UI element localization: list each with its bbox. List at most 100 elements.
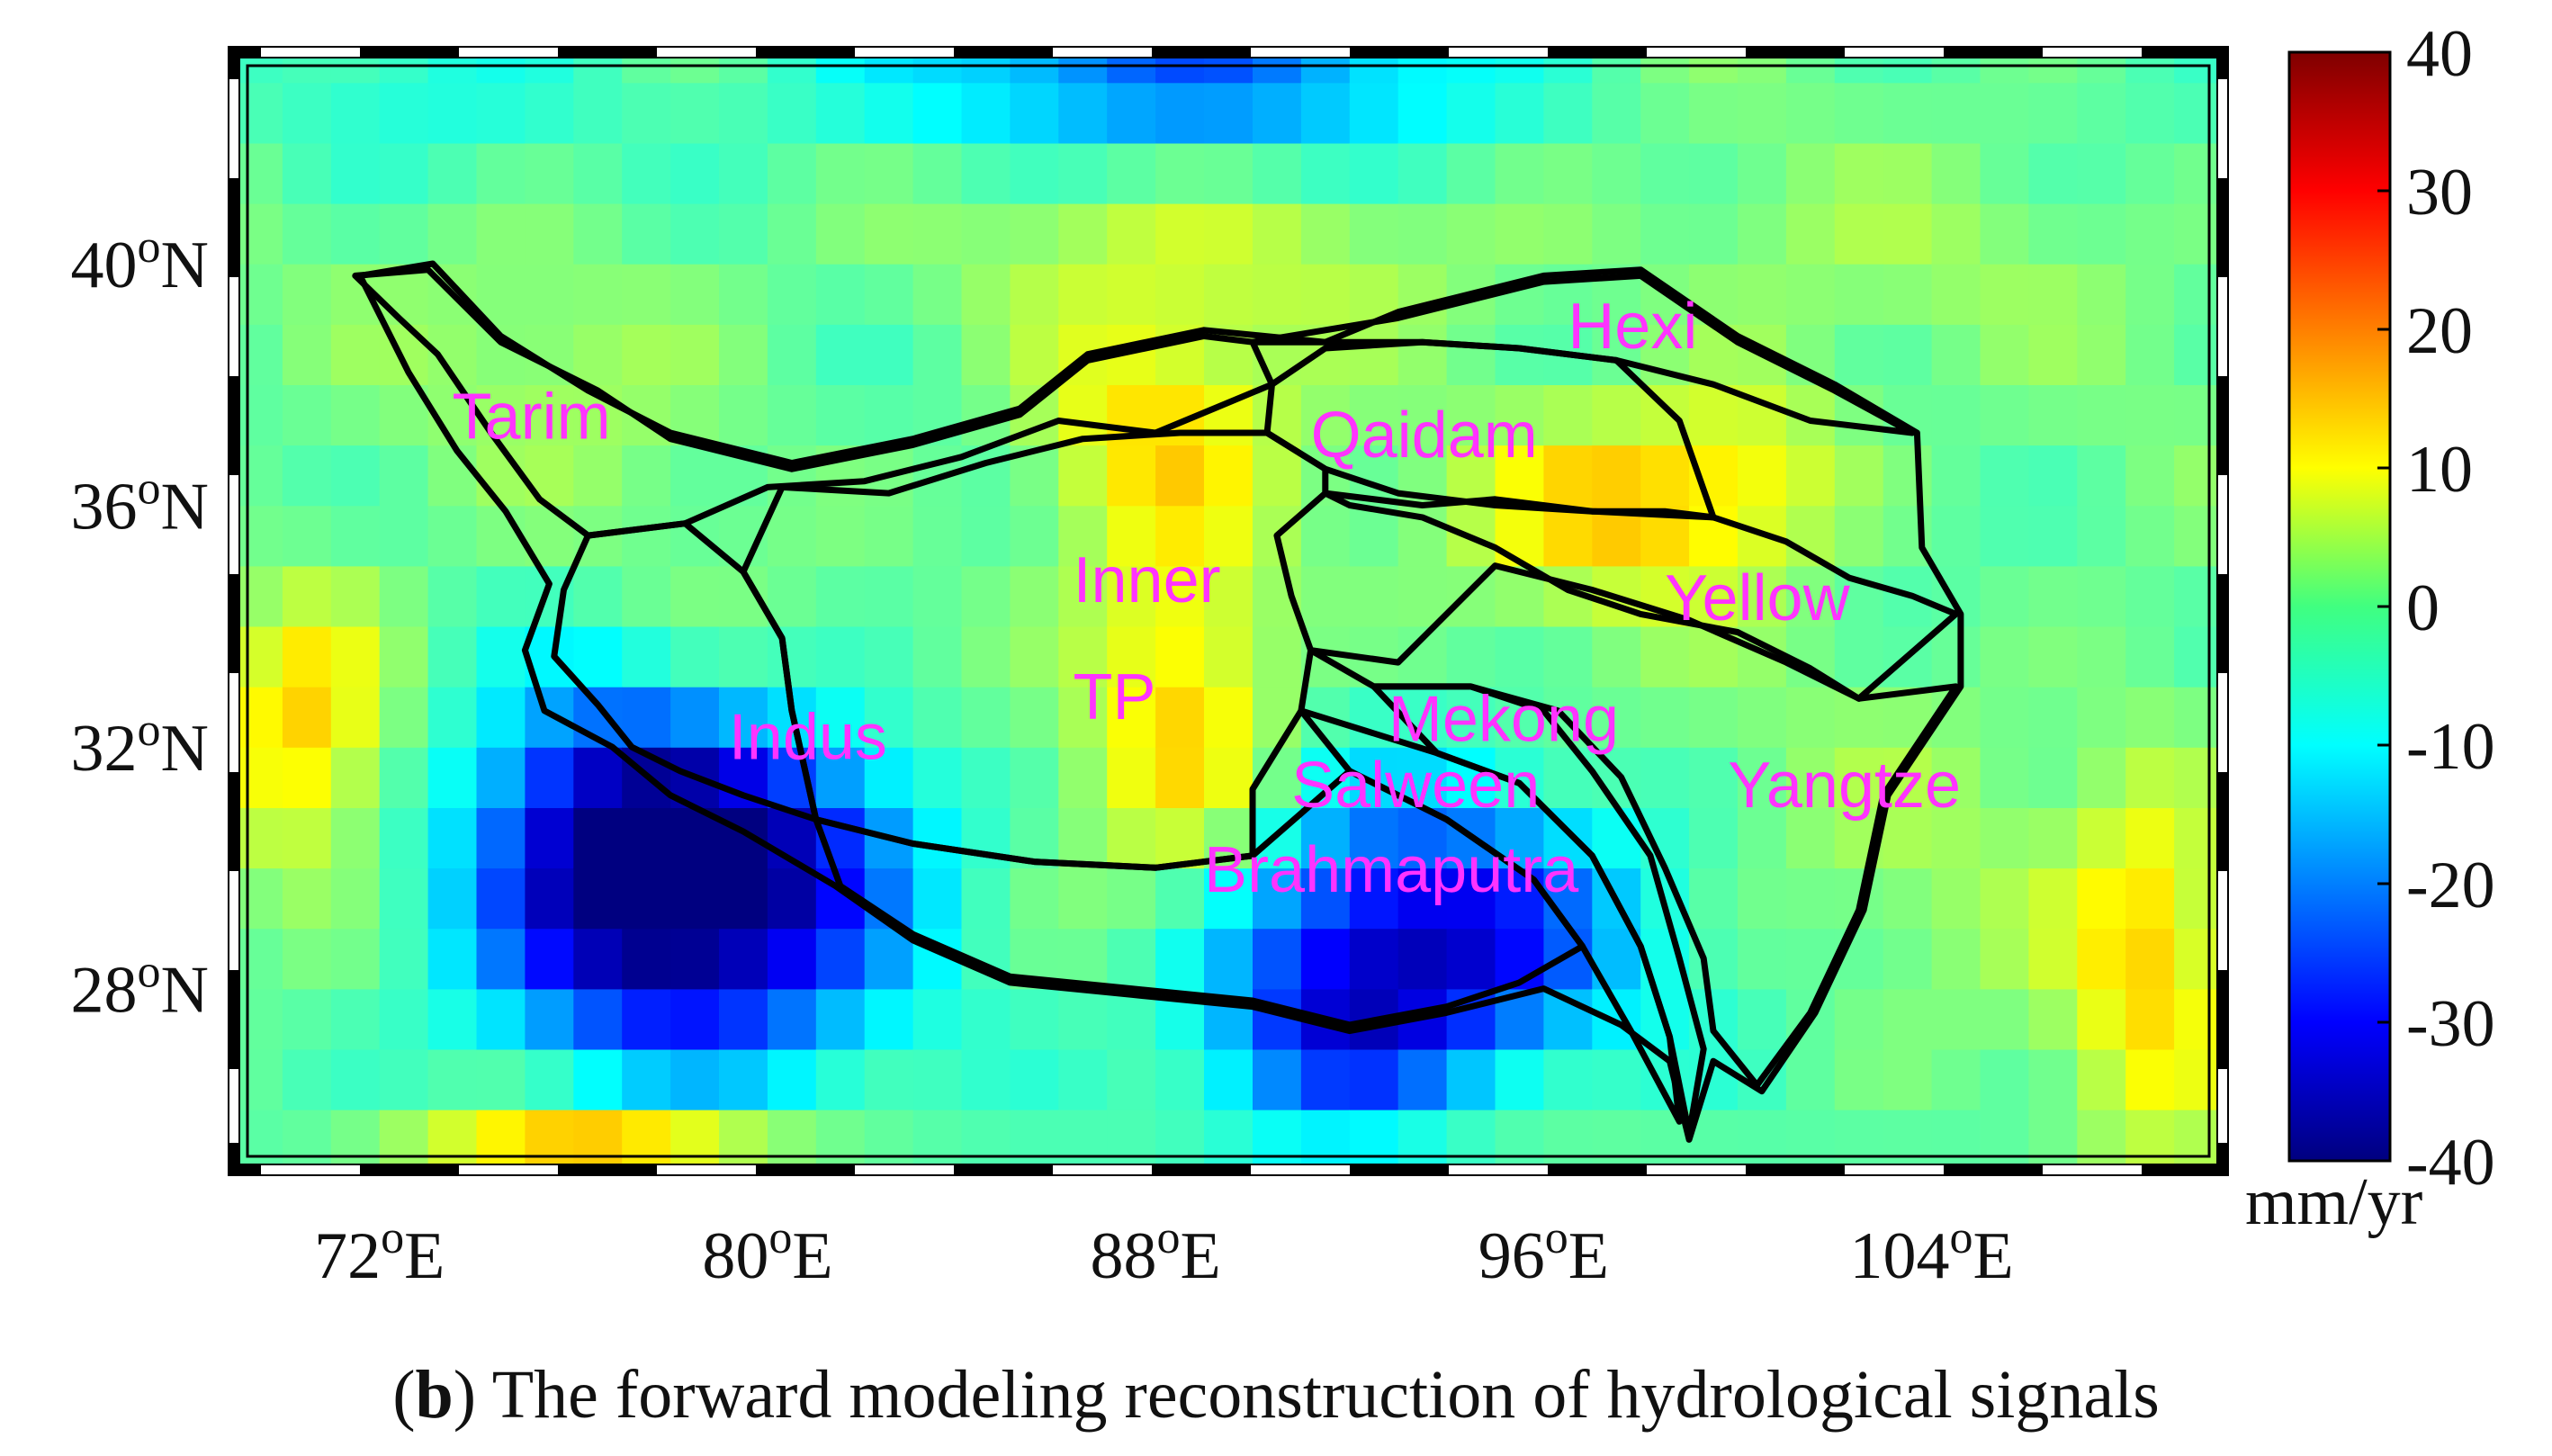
grid-cell — [2174, 988, 2223, 1050]
grid-cell — [573, 202, 623, 265]
grid-cell — [1204, 1109, 1254, 1170]
grid-cell — [622, 445, 671, 507]
grid-cell — [1253, 625, 1302, 688]
grid-cell — [1592, 445, 1641, 507]
grid-cell — [622, 324, 671, 385]
grid-cell — [622, 807, 671, 869]
grid-cell — [282, 505, 332, 567]
grid-cell — [622, 988, 671, 1050]
grid-cell — [1592, 1048, 1641, 1110]
grid-cell — [719, 324, 768, 385]
grid-cell — [234, 867, 283, 930]
grid-cell — [1010, 867, 1060, 930]
grid-cell — [234, 807, 283, 869]
grid-cell — [1543, 142, 1594, 204]
grid-cell — [427, 1048, 478, 1110]
grid-cell — [1931, 988, 1981, 1050]
grid-cell — [1980, 867, 2030, 930]
grid-cell — [1058, 142, 1108, 204]
frame-dash — [229, 277, 238, 376]
grid-cell — [1010, 1048, 1060, 1110]
grid-cell — [1738, 747, 1787, 808]
grid-cell — [1931, 324, 1981, 385]
grid-cell — [767, 1048, 817, 1110]
frame-dash — [261, 1165, 360, 1174]
grid-cell — [1397, 384, 1448, 446]
grid-cell — [670, 445, 720, 507]
grid-cell — [1931, 625, 1981, 688]
grid-cell — [1300, 1109, 1351, 1170]
colorbar-unit: mm/yr — [2245, 1165, 2422, 1239]
grid-cell — [670, 867, 720, 930]
frame-dash — [2218, 79, 2227, 178]
grid-cell — [1592, 686, 1641, 748]
grid-cell — [1446, 1109, 1496, 1170]
basin-outline — [356, 260, 1964, 1143]
grid-cell — [719, 1109, 768, 1170]
colorbar-tick-label: -30 — [2406, 987, 2495, 1061]
grid-cell — [815, 384, 866, 446]
grid-cell — [1785, 264, 1836, 325]
grid-cell — [234, 142, 283, 204]
grid-cell — [2028, 686, 2079, 748]
grid-cell — [1446, 324, 1496, 385]
grid-cell — [767, 202, 817, 265]
grid-cell — [670, 264, 720, 325]
grid-cell — [330, 202, 381, 265]
grid-cell — [2174, 625, 2223, 688]
grid-cell — [427, 1109, 478, 1170]
grid-cell — [1155, 505, 1205, 567]
grid-cell — [1253, 202, 1302, 265]
grid-cell — [961, 867, 1011, 930]
grid-cell — [864, 82, 914, 144]
grid-cell — [1980, 505, 2030, 567]
grid-cell — [1738, 565, 1787, 627]
grid-cell — [234, 625, 283, 688]
frame-dash — [1053, 1165, 1152, 1174]
grid-cell — [1155, 445, 1205, 507]
grid-cell — [1204, 505, 1254, 567]
grid-cell — [379, 867, 429, 930]
grid-cell — [1010, 625, 1060, 688]
colorbar-ticks: 40 30 20 10 0 -10 -20 -30 -40 — [2377, 17, 2495, 1200]
grid-cell — [864, 686, 914, 748]
grid-cell — [476, 1109, 526, 1170]
figure-caption: (b) The forward modeling reconstruction … — [392, 1357, 2160, 1433]
grid-cell — [1253, 445, 1302, 507]
grid-cell — [912, 505, 963, 567]
grid-cell — [961, 505, 1011, 567]
grid-cell — [1640, 202, 1690, 265]
grid-cell — [719, 1048, 768, 1110]
grid-cell — [1397, 867, 1448, 930]
grid-cell — [912, 82, 963, 144]
grid-cell — [1446, 142, 1496, 204]
grid-cell — [1931, 867, 1981, 930]
grid-cell — [1204, 264, 1254, 325]
grid-cell — [1689, 686, 1739, 748]
grid-cell — [1931, 1048, 1981, 1110]
grid-cell — [1640, 445, 1690, 507]
grid-cell — [670, 928, 720, 990]
grid-cell — [670, 1048, 720, 1110]
grid-cell — [282, 384, 332, 446]
grid-cell — [1058, 747, 1108, 808]
tick-label: 28oN — [71, 947, 209, 1028]
grid-cell — [2077, 142, 2126, 204]
grid-cell — [1785, 807, 1836, 869]
grid-cell — [476, 565, 526, 627]
grid-cell — [622, 1048, 671, 1110]
grid-cell — [427, 82, 478, 144]
grid-cell — [573, 264, 623, 325]
grid-cell — [1738, 807, 1787, 869]
grid-cell — [379, 142, 429, 204]
grid-cell — [2174, 324, 2223, 385]
grid-cell — [282, 82, 332, 144]
grid-cell — [1834, 988, 1884, 1050]
grid-cell — [234, 505, 283, 567]
tick-label: 96oE — [1478, 1212, 1609, 1293]
grid-cell — [767, 324, 817, 385]
grid-cell — [719, 928, 768, 990]
grid-cell — [525, 867, 575, 930]
grid-cell — [2125, 867, 2175, 930]
grid-cell — [1931, 747, 1981, 808]
